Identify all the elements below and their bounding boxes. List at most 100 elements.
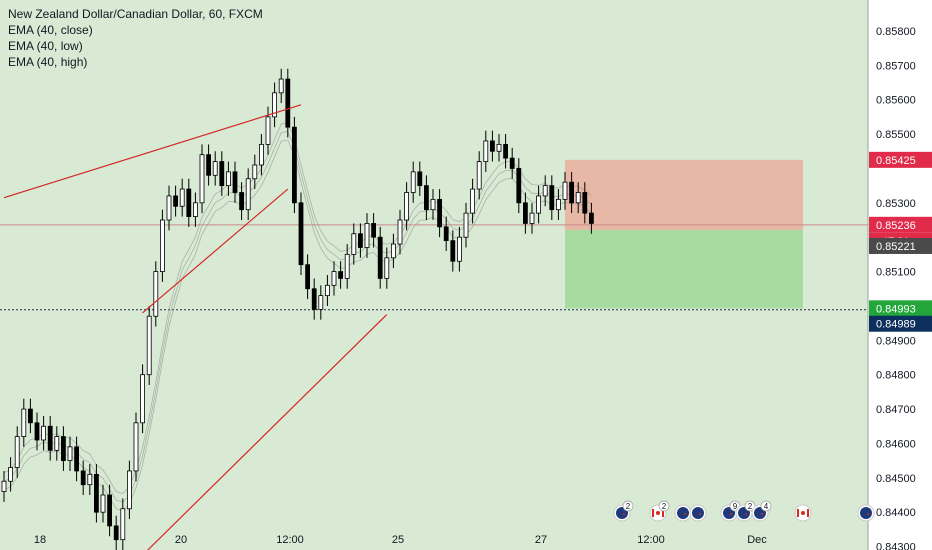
price-tag-label: 0.85236 bbox=[876, 220, 916, 232]
candle-body bbox=[285, 78, 291, 128]
candle-body bbox=[245, 178, 251, 211]
price-tag-label: 0.85221 bbox=[876, 241, 916, 253]
candle-body bbox=[225, 171, 231, 187]
new-zealand-flag-icon[interactable]: 4 bbox=[751, 500, 772, 522]
new-zealand-flag-icon[interactable] bbox=[689, 504, 707, 522]
new-zealand-flag-icon[interactable]: 9 bbox=[720, 500, 741, 522]
y-tick-label: 0.84800 bbox=[876, 370, 916, 382]
x-tick-label: Dec bbox=[747, 534, 767, 546]
flag-star bbox=[684, 513, 686, 515]
candle-body bbox=[41, 425, 46, 441]
flag-band bbox=[662, 509, 664, 517]
candle-body bbox=[14, 436, 20, 468]
new-zealand-flag-icon[interactable] bbox=[857, 504, 875, 522]
candle-body bbox=[562, 181, 568, 200]
candle-body bbox=[140, 374, 146, 424]
candle-body bbox=[199, 154, 205, 204]
x-tick-label: 18 bbox=[34, 534, 46, 546]
candle-body bbox=[417, 171, 423, 187]
price-tag-label: 0.84989 bbox=[876, 319, 916, 331]
candle-body bbox=[443, 226, 449, 242]
y-tick-label: 0.84500 bbox=[876, 473, 916, 485]
x-tick-label: 12:00 bbox=[637, 534, 665, 546]
event-count-badge bbox=[658, 500, 670, 512]
candle-body bbox=[80, 470, 86, 486]
event-count-badge bbox=[744, 500, 756, 512]
x-tick-label: 27 bbox=[535, 534, 547, 546]
candle-body bbox=[463, 212, 469, 238]
candle-body bbox=[430, 198, 436, 211]
candle-body bbox=[357, 233, 363, 248]
candle-body bbox=[54, 436, 60, 451]
candle-body bbox=[265, 116, 271, 145]
new-zealand-flag-icon[interactable]: 2 bbox=[613, 500, 634, 522]
candle-body bbox=[291, 126, 297, 204]
candle-body bbox=[456, 236, 462, 262]
new-zealand-flag-icon[interactable] bbox=[674, 504, 692, 522]
ema-close-line bbox=[3, 130, 592, 503]
indicator-ema-low[interactable]: EMA (40, low) bbox=[8, 39, 83, 53]
y-tick-label: 0.85800 bbox=[876, 26, 916, 38]
ema-low-line bbox=[3, 139, 592, 512]
canada-flag-icon[interactable] bbox=[794, 504, 812, 522]
candle-body bbox=[305, 264, 311, 290]
candle-body bbox=[371, 223, 377, 238]
maple-leaf bbox=[656, 511, 660, 515]
candle-body bbox=[542, 185, 548, 197]
candle-body bbox=[239, 192, 245, 211]
candle-body bbox=[173, 195, 179, 207]
flag-band bbox=[807, 509, 809, 517]
flag-star bbox=[623, 513, 625, 515]
candle-body bbox=[364, 223, 370, 248]
candle-body bbox=[450, 240, 456, 262]
price-tag-label: 0.84993 bbox=[876, 303, 916, 315]
trendline-3 bbox=[146, 314, 388, 550]
flag-field bbox=[860, 507, 872, 519]
candle-body bbox=[377, 236, 383, 279]
candle-body bbox=[470, 188, 476, 214]
x-tick-label: 20 bbox=[175, 534, 187, 546]
candle-body bbox=[272, 92, 278, 118]
candle-body bbox=[331, 271, 337, 286]
candle-body bbox=[476, 161, 482, 190]
candle-body bbox=[575, 192, 581, 204]
trendline-2 bbox=[142, 188, 289, 314]
candle-body bbox=[192, 202, 198, 217]
candle-body bbox=[529, 212, 535, 224]
price-axis-background bbox=[868, 0, 932, 550]
price-tag-label: 0.85425 bbox=[876, 155, 916, 167]
price-tag bbox=[869, 315, 932, 332]
candle-body bbox=[298, 202, 304, 266]
candle-body bbox=[61, 436, 66, 462]
chart-legend: New Zealand Dollar/Canadian Dollar, 60, … bbox=[8, 6, 263, 70]
flag-star bbox=[745, 513, 747, 515]
candle-body bbox=[549, 185, 555, 211]
candle-body bbox=[311, 288, 317, 310]
flag-star bbox=[761, 513, 763, 515]
x-tick-label: 12:00 bbox=[276, 534, 304, 546]
y-tick-label: 0.85100 bbox=[876, 267, 916, 279]
candle-body bbox=[437, 198, 443, 228]
x-tick-label: 25 bbox=[392, 534, 404, 546]
candle-body bbox=[556, 198, 561, 211]
candle-body bbox=[34, 422, 40, 441]
y-tick-label: 0.84700 bbox=[876, 404, 916, 416]
candle-body bbox=[127, 470, 132, 510]
canada-flag-icon[interactable]: 2 bbox=[649, 500, 670, 522]
y-tick-label: 0.84300 bbox=[876, 542, 916, 550]
event-count: 2 bbox=[626, 502, 631, 511]
event-count: 4 bbox=[764, 502, 769, 511]
candle-body bbox=[344, 253, 350, 279]
candle-body bbox=[423, 185, 429, 211]
event-count-badge bbox=[760, 500, 772, 512]
candle-body bbox=[8, 467, 14, 482]
candle-body bbox=[153, 271, 159, 317]
candle-body bbox=[113, 525, 119, 541]
candle-body bbox=[410, 171, 416, 193]
event-count: 2 bbox=[662, 502, 667, 511]
indicator-ema-high[interactable]: EMA (40, high) bbox=[8, 55, 88, 69]
candle-body bbox=[232, 171, 238, 193]
indicator-ema-close[interactable]: EMA (40, close) bbox=[8, 23, 93, 37]
